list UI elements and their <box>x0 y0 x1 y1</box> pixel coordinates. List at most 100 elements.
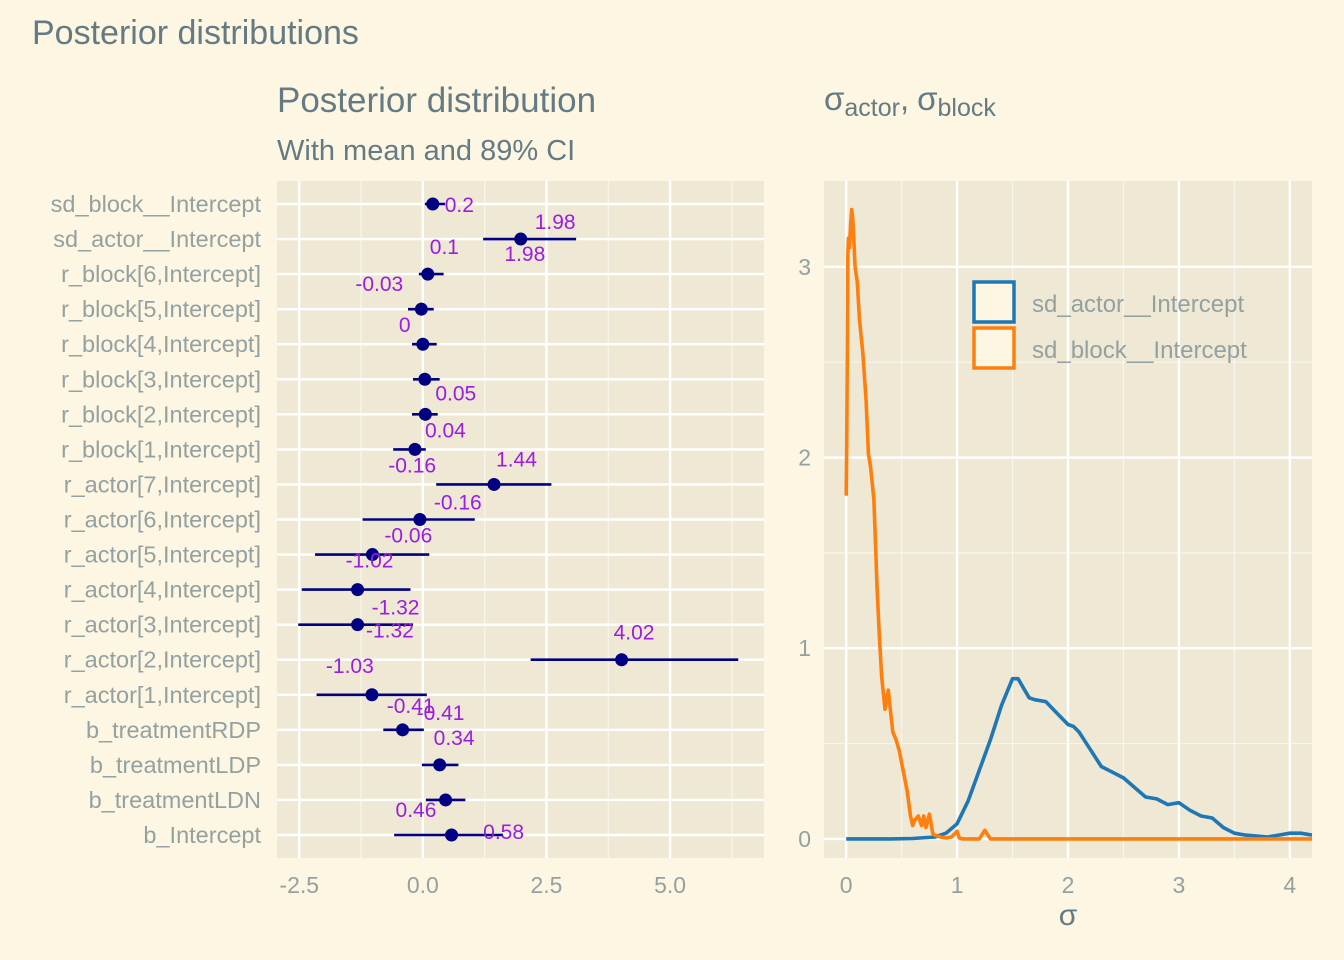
mean-point <box>351 618 365 632</box>
forest-y-tick-labels: sd_block__Intercept sd_actor__Intercept r_… <box>51 191 262 848</box>
value-label: -1.02 <box>346 550 394 573</box>
mean-point <box>615 653 629 667</box>
density-title-sub-block: block <box>938 94 997 122</box>
mean-point <box>439 793 453 807</box>
figure-title: Posterior distributions <box>32 14 359 52</box>
density-title-sigma-2: σ <box>917 80 937 117</box>
forest-y-tick-label: r_actor[3,Intercept] <box>64 612 261 638</box>
legend-label-actor: sd_actor__Intercept <box>1032 291 1244 318</box>
value-label: -1.03 <box>326 655 374 678</box>
mean-point <box>421 267 435 281</box>
forest-y-tick-label: r_block[1,Intercept] <box>61 436 261 462</box>
mean-point <box>445 828 459 842</box>
density-x-tick-label: 1 <box>951 872 964 898</box>
forest-y-tick-label: r_actor[7,Intercept] <box>64 471 261 497</box>
forest-y-tick-label: sd_block__Intercept <box>51 191 262 217</box>
value-label: -0.06 <box>384 525 432 548</box>
value-label: 0.34 <box>434 727 475 750</box>
forest-y-tick-label: r_actor[2,Intercept] <box>64 647 261 673</box>
density-line-actor <box>846 676 1312 841</box>
value-label: 4.02 <box>614 622 655 645</box>
mean-point <box>414 302 428 316</box>
density-y-tick-label: 1 <box>798 635 811 661</box>
mean-point <box>418 407 432 421</box>
density-x-tick-label: 0 <box>840 872 853 898</box>
density-y-tick-label: 0 <box>798 826 811 852</box>
density-x-tick-label: 4 <box>1283 872 1296 898</box>
value-label: -1.32 <box>366 620 414 643</box>
value-label: 0.04 <box>425 419 466 442</box>
forest-grid <box>277 181 764 858</box>
forest-y-tick-label: r_actor[6,Intercept] <box>64 507 261 533</box>
forest-title: Posterior distribution <box>277 81 596 120</box>
density-legend: sd_actor__Intercept sd_block__Intercept <box>972 280 1247 370</box>
forest-y-tick-label: b_Intercept <box>143 822 261 848</box>
density-title-sep: , <box>900 80 909 117</box>
density-lines <box>844 207 1312 841</box>
mean-point <box>416 337 430 351</box>
density-y-tick-label: 2 <box>798 445 811 471</box>
forest-y-tick-label: b_treatmentLDN <box>89 787 261 813</box>
density-title-sigma: σ <box>824 80 844 117</box>
forest-y-tick-label: r_block[2,Intercept] <box>61 401 261 427</box>
density-y-tick-label: 3 <box>798 254 811 280</box>
value-label: 1.44 <box>496 448 537 471</box>
density-title: σactor, σblock <box>824 80 996 122</box>
value-label: -0.03 <box>355 273 403 296</box>
mean-point <box>351 583 365 597</box>
legend-key-block <box>972 326 1016 370</box>
forest-y-tick-label: b_treatmentLDP <box>90 752 261 778</box>
forest-y-tick-label: b_treatmentRDP <box>86 717 261 743</box>
legend-label-block: sd_block__Intercept <box>1032 337 1247 364</box>
mean-point <box>408 442 422 456</box>
density-x-tick-label: 2 <box>1062 872 1075 898</box>
density-y-tick-labels: 0 1 2 3 <box>798 254 811 852</box>
forest-x-tick-labels: -2.5 0.0 2.5 5.0 <box>279 872 686 898</box>
mean-point <box>426 197 440 211</box>
mean-point <box>365 548 379 562</box>
mean-point <box>487 477 501 491</box>
density-line-block <box>844 207 1312 841</box>
value-label: 0.58 <box>483 821 524 844</box>
mean-point <box>396 723 410 737</box>
value-label: 0.1 <box>430 236 459 259</box>
value-label: 0.2 <box>445 194 474 217</box>
mean-point <box>365 688 379 702</box>
value-label: 0 <box>399 314 411 337</box>
forest-y-tick-label: r_block[6,Intercept] <box>61 261 261 287</box>
value-label: -0.16 <box>434 492 482 515</box>
density-x-tick-labels: 0 1 2 3 4 <box>840 872 1297 898</box>
forest-marks: 0.21.980.1-0.0300.050.041.44-0.16-0.06-1… <box>298 194 739 844</box>
value-label: 1.98 <box>535 211 576 234</box>
forest-x-tick-label: -2.5 <box>279 872 319 898</box>
value-label: -1.32 <box>372 597 420 620</box>
value-label: 0.05 <box>435 382 476 405</box>
forest-x-tick-label: 5.0 <box>654 872 686 898</box>
forest-y-tick-label: r_block[5,Intercept] <box>61 296 261 322</box>
value-label: 0.46 <box>396 799 437 822</box>
forest-x-tick-label: 0.0 <box>407 872 439 898</box>
value-label: 1.98 <box>504 243 545 266</box>
density-x-tick-label: 3 <box>1173 872 1186 898</box>
value-label: -0.41 <box>417 702 465 725</box>
forest-y-tick-label: r_actor[5,Intercept] <box>64 542 261 568</box>
density-title-sub-actor: actor <box>844 94 900 122</box>
forest-x-tick-label: 2.5 <box>530 872 562 898</box>
mean-point <box>514 232 528 246</box>
mean-point <box>418 372 432 386</box>
legend-key-actor <box>972 280 1016 324</box>
forest-y-tick-label: r_block[4,Intercept] <box>61 331 261 357</box>
forest-y-tick-label: sd_actor__Intercept <box>53 226 261 252</box>
forest-subtitle: With mean and 89% CI <box>277 135 575 167</box>
mean-point <box>433 758 447 772</box>
forest-plot: Posterior distribution With mean and 89%… <box>51 81 764 898</box>
forest-y-tick-label: r_block[3,Intercept] <box>61 366 261 392</box>
density-x-axis-label: σ <box>1059 899 1078 932</box>
value-label: -0.41 <box>387 695 435 718</box>
mean-point <box>413 513 427 526</box>
forest-y-tick-label: r_actor[1,Intercept] <box>64 682 261 708</box>
value-label: -0.16 <box>388 454 436 477</box>
forest-y-tick-label: r_actor[4,Intercept] <box>64 577 261 603</box>
